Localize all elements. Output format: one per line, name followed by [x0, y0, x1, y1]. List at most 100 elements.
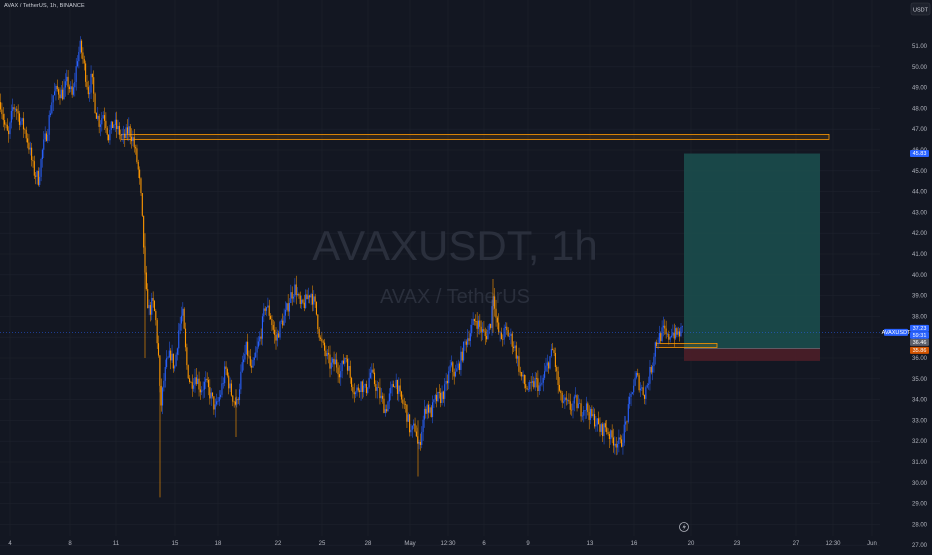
- candle-body: [511, 333, 513, 347]
- candle-body: [646, 384, 648, 388]
- candle-body: [391, 384, 393, 388]
- candle-body: [174, 366, 176, 369]
- candle-body: [402, 399, 404, 404]
- candle-body: [372, 369, 374, 373]
- candle-body: [55, 85, 57, 92]
- candle-body: [81, 40, 83, 53]
- candle-body: [494, 296, 496, 309]
- candle-body: [314, 296, 316, 302]
- candle-body: [676, 328, 678, 335]
- time-tick-label: 8: [68, 541, 72, 547]
- candle-body: [203, 381, 205, 390]
- candle-body: [599, 424, 601, 432]
- symbol-title[interactable]: AVAX / TetherUS, 1h, BINANCE: [4, 3, 85, 9]
- support-zone[interactable]: [655, 343, 718, 348]
- candle-body: [392, 384, 394, 387]
- candle-body: [572, 403, 574, 410]
- candle-body: [346, 358, 349, 371]
- candle-body: [106, 128, 108, 135]
- candle-body: [544, 371, 546, 378]
- candle-body: [294, 284, 296, 297]
- candle-body: [67, 76, 69, 87]
- candle-body: [322, 341, 324, 343]
- long-position-profit-zone[interactable]: [684, 153, 820, 349]
- candle-body: [260, 336, 262, 339]
- candle-body: [527, 389, 529, 390]
- candle-body: [500, 332, 502, 340]
- candle-body: [187, 365, 189, 379]
- candle-body: [213, 396, 215, 410]
- candle-body: [149, 305, 151, 315]
- candle-body: [337, 367, 339, 375]
- candle-body: [306, 294, 308, 300]
- candle-body: [272, 325, 274, 330]
- candle-body: [410, 429, 412, 433]
- price-tick-label: 47.00: [912, 127, 928, 133]
- time-tick-label: 6: [482, 541, 486, 547]
- candle-body: [180, 315, 182, 324]
- candle-body: [317, 314, 319, 330]
- candle-body: [538, 385, 540, 391]
- candle-body: [330, 362, 332, 369]
- candle-body: [14, 108, 16, 110]
- target-price-badge-text: 45.83: [913, 151, 927, 157]
- candle-body: [103, 115, 106, 121]
- candle-body: [498, 322, 500, 333]
- candle-body: [353, 392, 355, 395]
- candle-body: [352, 387, 354, 393]
- resistance-zone[interactable]: [120, 133, 830, 140]
- candle-body: [375, 384, 377, 391]
- candle-body: [467, 338, 469, 345]
- currency-unit-box[interactable]: USDT: [910, 2, 931, 16]
- candle-body: [133, 137, 135, 148]
- candle-body: [303, 302, 305, 308]
- candle-body: [464, 341, 466, 343]
- candle-body: [425, 408, 427, 414]
- candle-body: [128, 126, 130, 134]
- candle-body: [502, 339, 504, 340]
- candle-body: [471, 325, 473, 334]
- candle-body: [98, 115, 100, 127]
- candle-body: [105, 120, 107, 129]
- candle-body: [495, 308, 497, 318]
- candle-body: [33, 161, 35, 176]
- candle-body: [565, 397, 567, 401]
- candle-body: [476, 321, 478, 329]
- candle-body: [13, 107, 15, 110]
- candle-body: [483, 329, 485, 332]
- candle-body: [567, 399, 569, 401]
- candle-body: [110, 121, 112, 130]
- candle-body: [441, 391, 443, 403]
- price-tick-label: 34.00: [912, 398, 928, 404]
- time-axis[interactable]: 4 8 11 15 18 22 25 28 May 12:30 6 9 13 16 20 23 27 12:30 J…: [8, 541, 877, 547]
- candle-body: [652, 366, 654, 373]
- candle-body: [627, 404, 629, 422]
- candle-body: [193, 385, 195, 389]
- candle-body: [299, 295, 301, 304]
- candle-body: [288, 302, 290, 312]
- lightning-icon[interactable]: [679, 522, 689, 532]
- candle-body: [249, 356, 251, 366]
- candle-body: [225, 366, 227, 369]
- candle-body: [48, 115, 50, 135]
- candle-body: [499, 332, 501, 333]
- price-axis[interactable]: 51.0050.0049.0048.0047.0046.0045.0044.00…: [912, 44, 928, 550]
- candle-body: [108, 134, 110, 141]
- candle-body: [657, 343, 659, 344]
- candle-body: [675, 328, 677, 339]
- candle-body: [384, 409, 386, 414]
- candlestick-series: [0, 36, 683, 498]
- drawing-layer[interactable]: [120, 133, 830, 361]
- candle-body: [195, 377, 197, 384]
- candle-body: [205, 378, 207, 382]
- candle-body: [413, 423, 415, 426]
- candle-body: [32, 160, 34, 162]
- candle-body: [325, 350, 327, 357]
- candle-body: [90, 73, 92, 93]
- long-position-loss-zone[interactable]: [684, 348, 820, 361]
- candle-body: [619, 437, 621, 440]
- candle-body: [631, 392, 633, 394]
